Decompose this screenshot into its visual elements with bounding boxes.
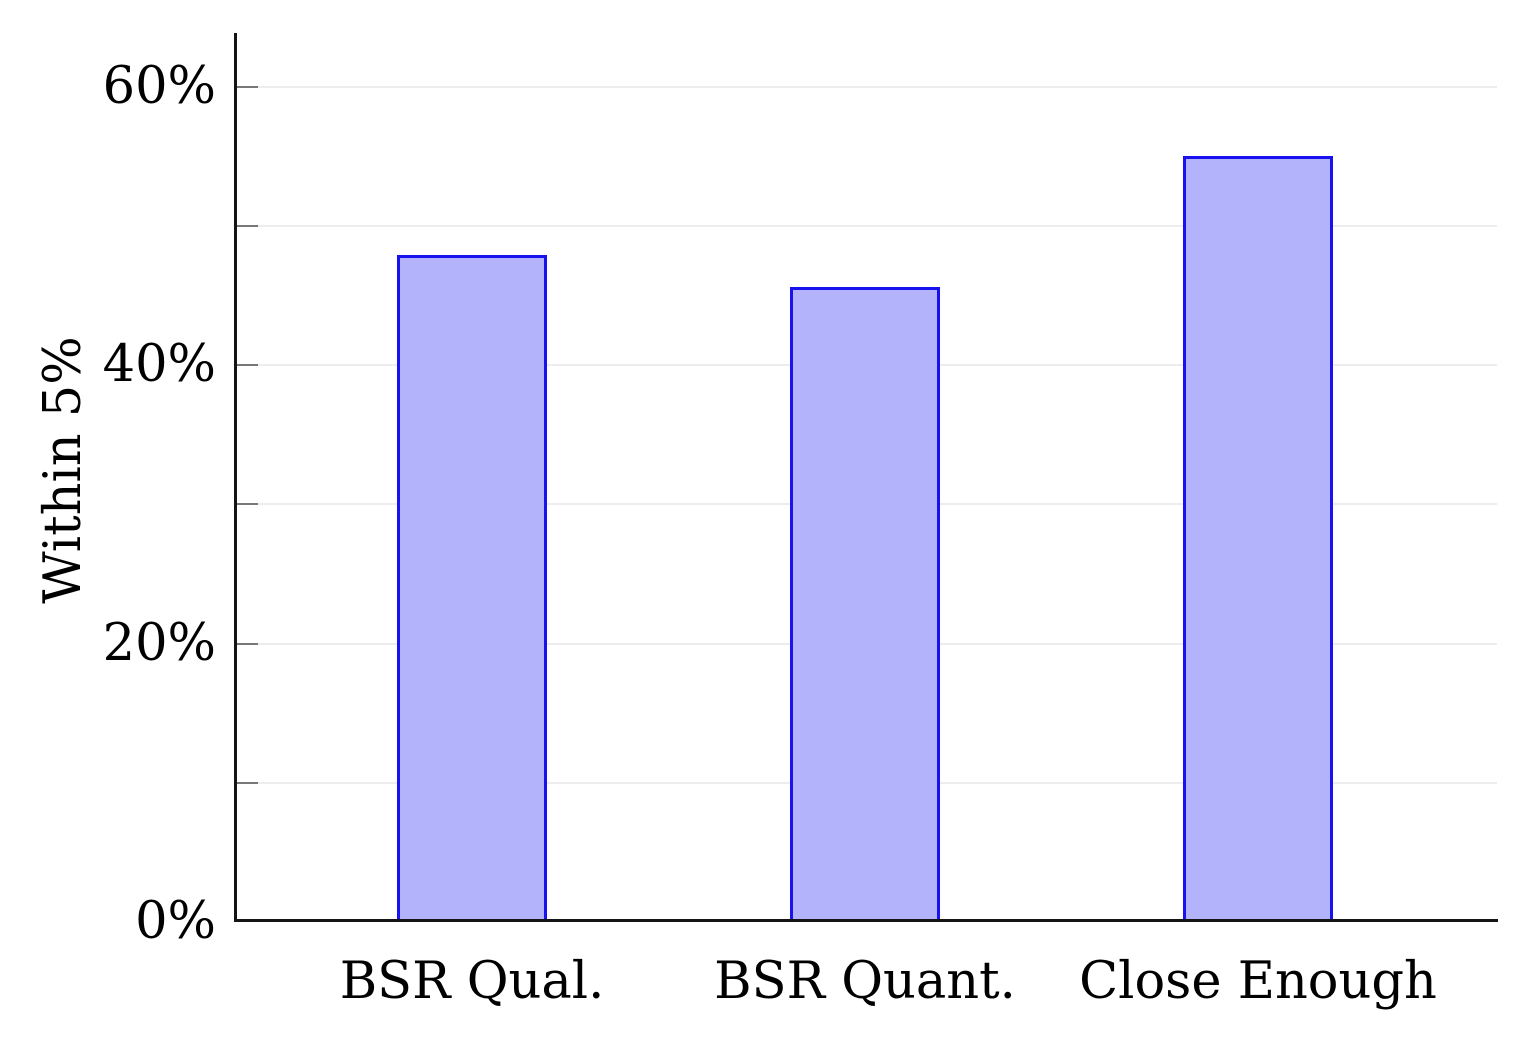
bar-bsr-quant: [790, 287, 940, 919]
y-axis-tick: [237, 782, 258, 784]
x-tick-label-bsr-quant: BSR Quant.: [714, 952, 1016, 1011]
y-tick-label: 60%: [102, 57, 216, 116]
y-axis-line: [234, 33, 237, 922]
y-axis-tick: [237, 364, 258, 366]
y-tick-label: 40%: [102, 335, 216, 394]
bar-close-enough: [1183, 156, 1333, 919]
x-tick-label-bsr-qual: BSR Qual.: [339, 952, 605, 1011]
x-tick-label-close-enough: Close Enough: [1079, 952, 1437, 1011]
y-axis-tick: [237, 643, 258, 645]
bar-bsr-qual: [397, 255, 547, 919]
y-tick-label: 20%: [102, 614, 216, 673]
y-axis-tick: [237, 503, 258, 505]
y-axis-tick: [237, 225, 258, 227]
gridline: [237, 86, 1497, 88]
x-axis-line: [234, 919, 1498, 922]
y-axis-title: Within 5%: [34, 336, 93, 604]
y-tick-label: 0%: [135, 892, 216, 951]
y-axis-tick: [237, 86, 258, 88]
gridline: [237, 225, 1497, 227]
